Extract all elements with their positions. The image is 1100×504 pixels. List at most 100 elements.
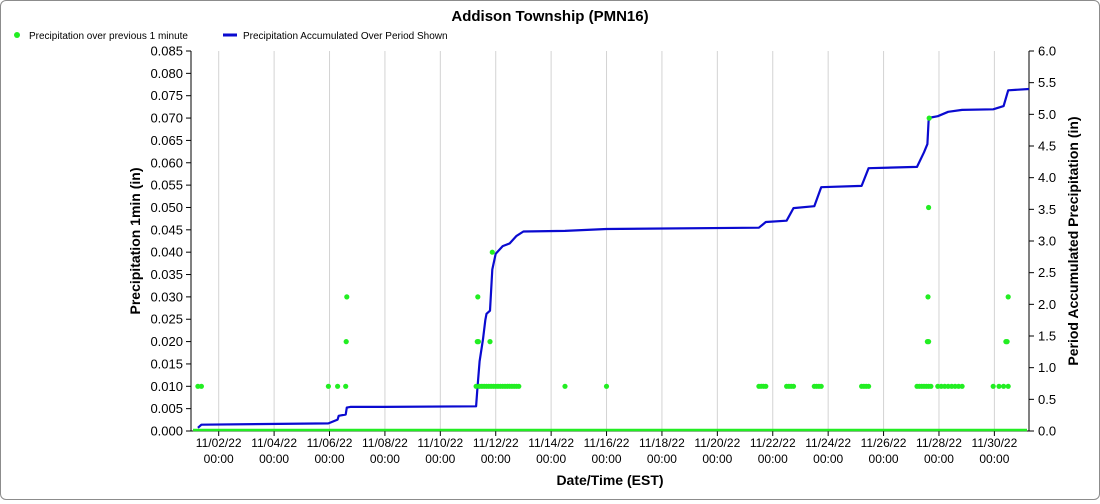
x-tick-label-time: 00:00 xyxy=(813,452,843,466)
legend-marker-points xyxy=(14,32,20,38)
x-tick-label-date: 11/12/22 xyxy=(473,436,519,450)
precip-1min-point xyxy=(475,339,481,345)
x-tick-label-date: 11/14/22 xyxy=(528,436,574,450)
precip-1min-point xyxy=(818,383,824,389)
x-tick-label-date: 11/02/22 xyxy=(196,436,242,450)
precip-1min-point xyxy=(926,115,932,121)
x-tick-label-date: 11/26/22 xyxy=(861,436,907,450)
right-tick-label: 0.0 xyxy=(1038,424,1056,439)
data-marks xyxy=(193,87,1030,432)
precip-1min-point xyxy=(335,383,341,389)
right-tick-label: 0.5 xyxy=(1038,392,1056,407)
right-tick-label: 5.5 xyxy=(1038,75,1056,90)
x-tick-label-time: 00:00 xyxy=(979,452,1009,466)
left-tick-label: 0.050 xyxy=(150,200,183,215)
precip-1min-point xyxy=(959,383,965,389)
left-tick-label: 0.035 xyxy=(150,267,183,282)
precip-1min-point xyxy=(790,383,797,389)
right-axis: 0.0 0.5 1.0 1.5 2.0 2.5 3.0 3.5 4.0 4.5 5.0 5.5 6.0 xyxy=(1028,44,1056,439)
x-tick-label-date: 11/22/22 xyxy=(750,436,796,450)
x-tick-label-time: 00:00 xyxy=(647,452,677,466)
x-tick-label-time: 00:00 xyxy=(259,452,289,466)
left-tick-label: 0.070 xyxy=(150,111,183,126)
x-tick-label-time: 00:00 xyxy=(702,452,732,466)
precip-1min-point xyxy=(926,339,932,345)
right-tick-label: 3.5 xyxy=(1038,202,1056,217)
x-tick-label-time: 00:00 xyxy=(592,452,622,466)
left-tick-label: 0.025 xyxy=(150,312,183,327)
gridlines xyxy=(218,51,995,431)
x-tick-label-date: 11/08/22 xyxy=(362,436,408,450)
left-tick-label: 0.040 xyxy=(150,245,183,260)
legend-label-points: Precipitation over previous 1 minute xyxy=(29,31,188,42)
plot-area xyxy=(191,51,1029,431)
left-tick-label: 0.005 xyxy=(150,401,183,416)
right-tick-label: 2.5 xyxy=(1038,265,1056,280)
left-tick-label: 0.075 xyxy=(150,88,183,103)
precip-1min-point xyxy=(1005,383,1011,389)
legend-label-line: Precipitation Accumulated Over Period Sh… xyxy=(243,31,448,42)
x-tick-label-time: 00:00 xyxy=(314,452,344,466)
precip-1min-point xyxy=(925,294,931,300)
precip-1min-point xyxy=(489,249,495,255)
precip-1min-point xyxy=(603,383,610,389)
left-tick-label: 0.015 xyxy=(150,356,183,371)
left-tick-label: 0.010 xyxy=(150,379,183,394)
right-tick-label: 3.0 xyxy=(1038,234,1056,249)
x-tick-label-time: 00:00 xyxy=(758,452,788,466)
left-tick-label: 0.080 xyxy=(150,66,183,81)
precip-1min-point xyxy=(344,294,350,300)
right-tick-label: 1.5 xyxy=(1038,329,1056,344)
precip-1min-point xyxy=(516,383,522,389)
left-tick-label: 0.055 xyxy=(150,178,183,193)
y-axis-right-label: Period Accumulated Precipitation (in) xyxy=(1065,116,1081,365)
left-tick-label: 0.030 xyxy=(150,289,183,304)
precip-1min-point xyxy=(1004,339,1010,345)
right-tick-label: 2.0 xyxy=(1038,297,1056,312)
precip-1min-point xyxy=(487,339,493,345)
x-tick-label-date: 11/16/22 xyxy=(584,436,630,450)
precip-1min-point xyxy=(325,383,331,389)
precip-1min-point xyxy=(763,383,769,389)
x-tick-label-date: 11/30/22 xyxy=(971,436,1017,450)
x-tick-label-time: 00:00 xyxy=(924,452,954,466)
precip-1min-point xyxy=(475,294,481,300)
right-tick-label: 1.0 xyxy=(1038,360,1056,375)
x-tick-label-date: 11/06/22 xyxy=(307,436,353,450)
precip-1min-point xyxy=(990,383,996,389)
right-tick-label: 5.0 xyxy=(1038,107,1056,122)
x-tick-label-time: 00:00 xyxy=(536,452,566,466)
x-tick-label-time: 00:00 xyxy=(869,452,899,466)
accumulated-precip-line xyxy=(197,87,1030,429)
x-tick-label-date: 11/24/22 xyxy=(805,436,851,450)
left-tick-label: 0.000 xyxy=(150,424,183,439)
x-axis: 11/02/22 00:00 11/04/22 00:00 11/06/22 00:00 1… xyxy=(191,430,1029,466)
y-axis-left-label: Precipitation 1min (in) xyxy=(127,167,143,314)
precip-1min-point xyxy=(1005,294,1011,300)
x-tick-label-time: 00:00 xyxy=(425,452,455,466)
x-tick-label-date: 11/10/22 xyxy=(417,436,463,450)
precip-1min-point xyxy=(926,204,932,211)
left-tick-label: 0.020 xyxy=(150,334,183,349)
x-tick-label-date: 11/28/22 xyxy=(916,436,962,450)
x-tick-label-date: 11/18/22 xyxy=(639,436,685,450)
left-tick-label: 0.045 xyxy=(150,222,183,237)
x-tick-label-date: 11/20/22 xyxy=(694,436,740,450)
precip-1min-point xyxy=(198,383,204,389)
precip-1min-point xyxy=(343,383,349,389)
left-tick-label: 0.060 xyxy=(150,155,183,170)
precip-1min-point xyxy=(562,383,568,389)
x-tick-label-time: 00:00 xyxy=(204,452,234,466)
chart-title: Addison Township (PMN16) xyxy=(451,8,648,25)
legend: Precipitation over previous 1 minute Pre… xyxy=(14,31,448,42)
precip-1min-point xyxy=(996,383,1002,389)
left-axis: 0.000 0.005 0.010 0.015 0.020 0.025 0.030 0.035… xyxy=(150,44,192,439)
precip-1min-point xyxy=(1001,383,1007,389)
right-tick-label: 4.5 xyxy=(1038,139,1056,154)
x-tick-label-time: 00:00 xyxy=(481,452,511,466)
precip-1min-point xyxy=(928,383,934,389)
right-tick-label: 6.0 xyxy=(1038,44,1056,59)
x-tick-label-date: 11/04/22 xyxy=(251,436,297,450)
right-tick-label: 4.0 xyxy=(1038,170,1056,185)
